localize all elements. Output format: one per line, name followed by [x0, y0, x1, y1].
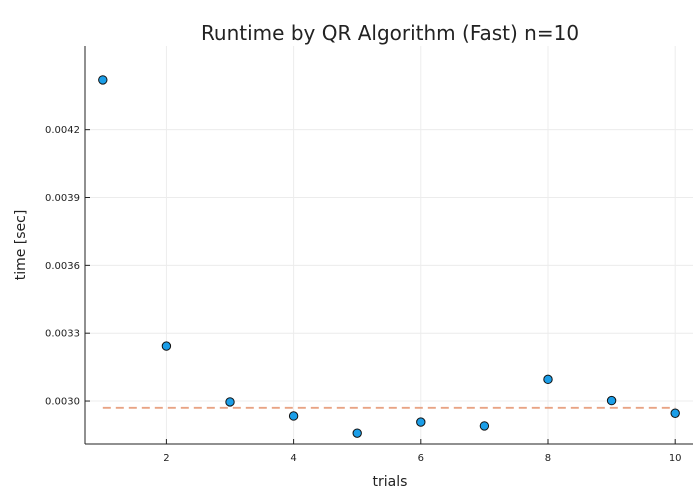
point-layer	[98, 75, 680, 438]
y-tick-label-0.0033: 0.0033	[45, 329, 80, 340]
x-axis-label: trials	[373, 474, 408, 490]
data-point-trial-2	[161, 341, 172, 351]
x-tick-label-2: 2	[163, 453, 169, 464]
y-tick-label-0.0039: 0.0039	[45, 193, 80, 204]
y-tick-label-0.0030: 0.0030	[45, 397, 80, 408]
data-point-trial-10	[670, 408, 680, 418]
x-tick-label-10: 10	[669, 453, 682, 464]
axis-layer	[84, 46, 693, 445]
grid-layer	[85, 46, 693, 444]
data-point-trial-6	[416, 417, 426, 427]
chart-title: Runtime by QR Algorithm (Fast) n=10	[201, 21, 579, 45]
data-point-trial-1	[98, 75, 108, 85]
tick-layer: 2 4 6 8 10 0.0030 0.0033 0.0036 0.0039 0.0042	[45, 125, 682, 464]
data-point-trial-8	[543, 374, 553, 385]
y-tick-label-0.0036: 0.0036	[45, 261, 80, 272]
x-tick-label-6: 6	[418, 453, 424, 464]
y-axis-label: time [sec]	[13, 210, 29, 281]
data-point-trial-9	[606, 395, 617, 406]
data-point-trial-7	[479, 421, 490, 431]
x-tick-label-8: 8	[545, 453, 551, 464]
data-point-trial-5	[352, 428, 362, 438]
y-tick-label-0.0042: 0.0042	[45, 125, 80, 136]
x-tick-label-4: 4	[290, 453, 296, 464]
data-point-trial-4	[288, 411, 299, 421]
data-point-trial-3	[225, 397, 235, 407]
